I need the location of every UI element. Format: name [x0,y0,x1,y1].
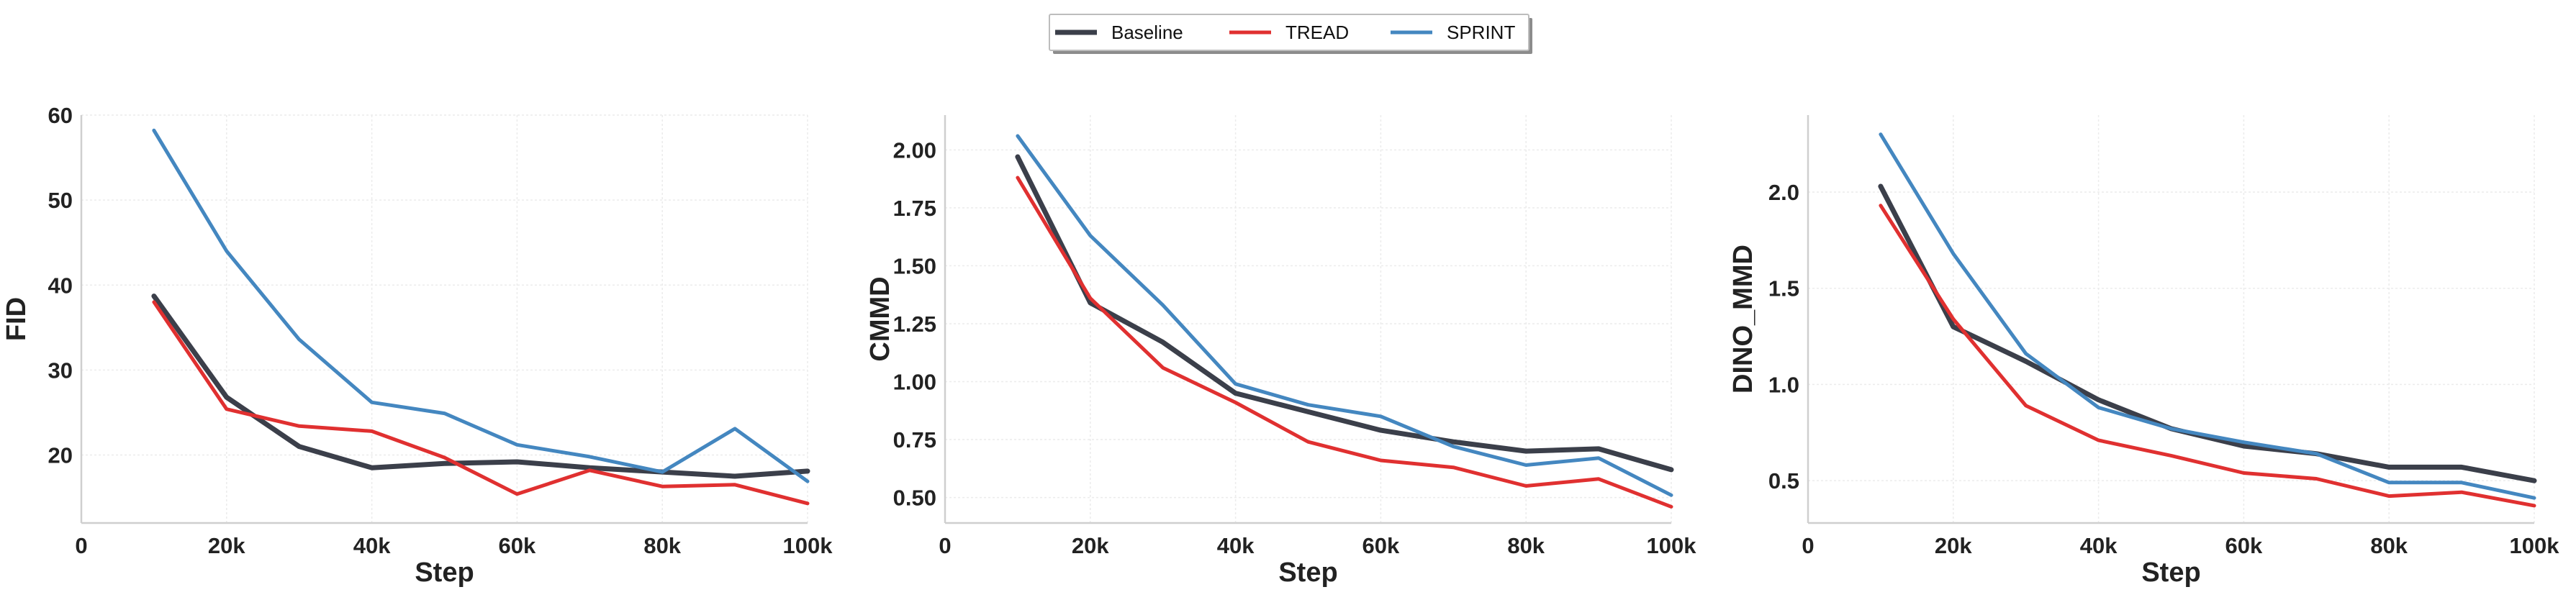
series-line-tread [1016,176,1673,509]
legend-label-baseline: Baseline [1111,22,1183,43]
y-axis-title: CMMD [865,276,895,361]
x-tick-label: 60k [499,533,536,558]
y-axis-title: FID [1,297,32,341]
y-tick-label: 1.0 [1768,372,1799,397]
x-tick-label: 60k [1362,533,1400,558]
y-tick-label: 2.00 [893,137,936,163]
y-tick-label: 1.75 [893,196,936,221]
y-tick-label: 1.00 [893,369,936,394]
y-tick-label: 0.50 [893,486,936,511]
x-tick-label: 80k [1507,533,1545,558]
legend-label-tread: TREAD [1285,22,1349,43]
y-tick-label: 20 [48,443,73,468]
series-line-tread [1879,204,2536,508]
series-line-sprint [1016,134,1673,497]
chart-panel-3: 0 20k 40k 60k 80k 100k 0.5 1.0 1.5 2.0 Step DINO_MM… [1728,115,2559,588]
y-tick-label: 1.50 [893,253,936,278]
x-tick-label: 100k [1647,533,1697,558]
x-tick-label: 20k [208,533,245,558]
y-tick-label: 0.75 [893,427,936,452]
y-tick-label: 40 [48,273,73,298]
x-tick-label: 40k [1217,533,1255,558]
series-line-baseline [1878,183,2537,483]
x-tick-label: 100k [783,533,833,558]
x-axis-title: Step [415,558,474,588]
y-tick-label: 1.5 [1768,276,1799,301]
y-tick-label: 50 [48,188,73,213]
x-tick-label: 20k [1072,533,1109,558]
x-tick-label: 80k [2370,533,2408,558]
y-tick-label: 2.0 [1768,180,1799,205]
series-line-tread [152,300,810,506]
series-line-sprint [152,128,810,483]
y-tick-label: 0.5 [1768,468,1799,493]
x-tick-label: 40k [353,533,391,558]
y-tick-label: 1.25 [893,311,936,337]
x-tick-label: 100k [2510,533,2560,558]
series-line-sprint [1879,132,2536,500]
chart-panel-1: 0 20k 40k 60k 80k 100k 20 30 40 50 60 Step FID [1,103,833,588]
x-tick-label: 40k [2080,533,2118,558]
x-tick-label: 20k [1935,533,1972,558]
x-tick-label: 0 [75,533,87,558]
legend-box [1049,14,1529,51]
x-tick-label: 80k [643,533,681,558]
x-tick-label: 0 [939,533,951,558]
series-line-baseline [151,294,810,479]
x-axis-title: Step [2141,558,2200,588]
y-axis-title: DINO_MMD [1728,245,1758,394]
x-tick-label: 60k [2225,533,2263,558]
x-tick-label: 0 [1802,533,1814,558]
y-tick-label: 60 [48,103,73,128]
chart-panel-2: 0 20k 40k 60k 80k 100k 0.50 0.75 1.00 1.25 1.50 1.7… [865,115,1696,588]
legend: Baseline TREAD SPRINT [1049,14,1532,54]
legend-label-sprint: SPRINT [1447,22,1515,43]
x-axis-title: Step [1278,558,1337,588]
series-line-baseline [1015,154,1674,473]
y-tick-label: 30 [48,358,73,383]
